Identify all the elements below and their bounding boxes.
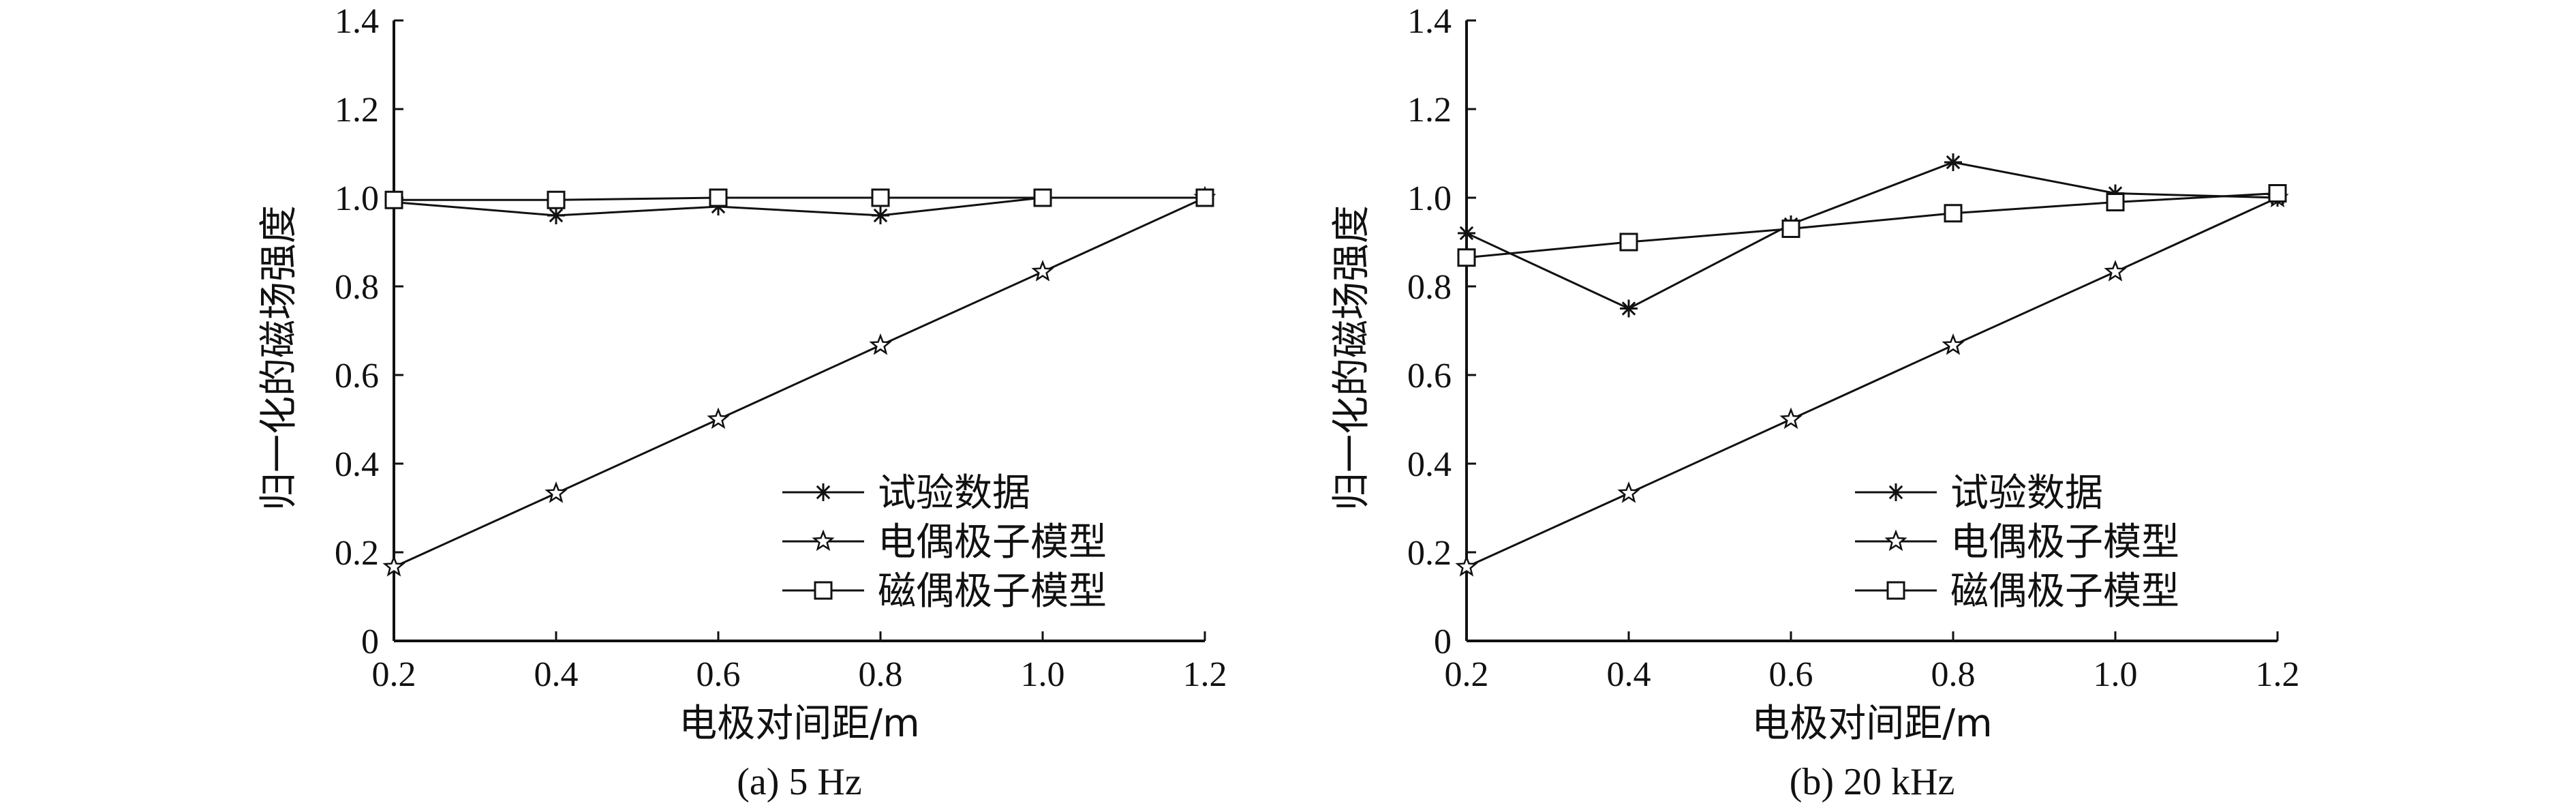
x-tick-label: 0.4 [534, 655, 579, 694]
legend-marker-star [812, 529, 835, 552]
x-tick-label: 1.2 [1183, 655, 1227, 694]
data-point-square [1033, 188, 1052, 207]
chart-panel-a: 00.20.40.60.81.01.21.40.2 0.4 0.6 0.8 1.0 1.2… [257, 2, 1227, 803]
data-point-star [1455, 555, 1478, 577]
series-line-square [1466, 192, 2278, 259]
legend-label: 磁偶极子模型 [1950, 569, 2179, 614]
data-point-star [1779, 407, 1803, 430]
legend-marker-square [1886, 581, 1905, 600]
legend-label: 电偶极子模型 [878, 520, 1107, 565]
y-axis-label: 归一化的磁场强度 [257, 205, 301, 511]
y-tick-label: 1.0 [335, 179, 379, 218]
chart-panel-b: 00.20.40.60.81.01.21.40.2 0.4 0.6 0.8 1.0 1.2… [1330, 2, 2300, 803]
y-tick-label: 1.2 [1407, 91, 1452, 130]
legend-marker-asterisk [814, 483, 832, 501]
y-tick-label: 1.4 [335, 2, 379, 41]
series-line-asterisk [1466, 161, 2278, 310]
y-tick-label: 0.6 [335, 357, 379, 395]
data-point-square [1457, 248, 1476, 267]
panel-caption: (b) 20 kHz [1790, 761, 1955, 803]
data-point-square [384, 190, 403, 209]
y-tick-label: 0 [361, 622, 379, 661]
data-point-square [2106, 193, 2125, 211]
y-tick-label: 0 [1434, 622, 1452, 661]
data-point-star [382, 555, 405, 577]
x-tick-label: 1.0 [1021, 655, 1065, 694]
x-tick-label: 0.2 [1445, 655, 1489, 694]
legend-label: 试验数据 [1950, 471, 2103, 515]
data-point-square [2268, 184, 2287, 202]
y-tick-label: 0.2 [1407, 534, 1452, 573]
legend-label: 磁偶极子模型 [878, 569, 1107, 614]
x-axis-label: 电极对间距/m [1751, 702, 1992, 746]
data-point-square [709, 188, 728, 207]
data-point-star [1942, 333, 1965, 355]
x-tick-label: 1.2 [2256, 655, 2300, 694]
legend-marker-square [814, 581, 833, 600]
data-point-asterisk [547, 207, 565, 224]
x-tick-label: 0.6 [696, 655, 741, 694]
y-tick-label: 1.0 [1407, 179, 1452, 218]
y-tick-label: 0.4 [335, 445, 379, 484]
x-tick-label: 0.8 [859, 655, 903, 694]
data-point-star [869, 333, 892, 355]
y-tick-label: 1.2 [335, 91, 379, 130]
data-point-square [1781, 220, 1800, 238]
data-point-star [1031, 260, 1054, 282]
data-point-square [547, 190, 566, 209]
data-point-square [1195, 188, 1214, 207]
data-point-asterisk [1620, 299, 1638, 318]
legend-label: 电偶极子模型 [1950, 520, 2179, 565]
data-point-square [1619, 232, 1638, 252]
series-line-star [393, 196, 1206, 568]
data-point-asterisk [872, 207, 889, 224]
y-tick-label: 0.8 [1407, 268, 1452, 307]
legend-marker-asterisk [1887, 483, 1905, 501]
x-axis-label: 电极对间距/m [679, 702, 919, 746]
x-tick-label: 0.6 [1769, 655, 1813, 694]
data-point-star [707, 407, 730, 430]
y-tick-label: 0.2 [335, 534, 379, 573]
data-point-square [871, 188, 890, 207]
y-tick-label: 0.8 [335, 268, 379, 307]
y-axis-label: 归一化的磁场强度 [1330, 205, 1374, 511]
legend-marker-star [1884, 529, 1907, 552]
series-line-square [394, 196, 1205, 201]
data-point-star [545, 481, 568, 503]
x-tick-label: 1.0 [2094, 655, 2138, 694]
data-point-asterisk [1944, 153, 1962, 171]
x-tick-label: 0.2 [372, 655, 416, 694]
data-point-asterisk [1458, 224, 1475, 242]
panel-caption: (a) 5 Hz [737, 761, 861, 803]
legend-label: 试验数据 [878, 471, 1030, 515]
data-point-star [2104, 260, 2127, 282]
x-tick-label: 0.4 [1607, 655, 1651, 694]
data-point-square [1944, 204, 1963, 223]
y-tick-label: 1.4 [1407, 2, 1452, 41]
y-tick-label: 0.4 [1407, 445, 1452, 484]
series-line-star [1466, 196, 2278, 568]
data-point-star [1617, 481, 1640, 503]
y-tick-label: 0.6 [1407, 357, 1452, 395]
x-tick-label: 0.8 [1931, 655, 1976, 694]
